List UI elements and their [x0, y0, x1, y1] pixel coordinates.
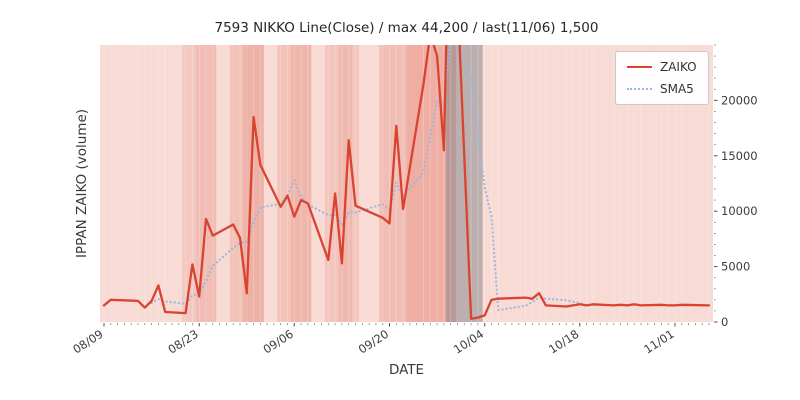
y-tick-label: 20000 [721, 93, 758, 107]
x-tick-label: 11/01 [641, 327, 676, 357]
y-tick-label: 0 [721, 315, 728, 329]
x-tick-label: 10/18 [546, 327, 581, 357]
y-tick-label: 10000 [721, 204, 758, 218]
shading-stripe [195, 45, 217, 322]
shading-stripe [290, 45, 312, 322]
y-tick-label: 15000 [721, 149, 758, 163]
sma5-line-swatch [627, 88, 652, 90]
x-tick-label: 09/20 [356, 327, 391, 357]
zaiko-line-swatch [627, 66, 652, 68]
x-tick-label: 09/06 [261, 327, 296, 357]
shading-stripe [277, 45, 312, 322]
zaiko-line [102, 45, 711, 320]
legend-label-sma5: SMA5 [660, 82, 694, 96]
x-axis-label: DATE [388, 362, 425, 378]
plot-area [100, 45, 713, 322]
legend-item-zaiko: ZAIKO [627, 60, 697, 74]
legend: ZAIKO SMA5 [615, 51, 709, 105]
x-tick-label: 08/09 [70, 327, 105, 357]
y-tick-label: 5000 [721, 260, 750, 274]
shading-stripe [182, 45, 217, 322]
legend-item-sma5: SMA5 [627, 82, 697, 96]
chart-title: 7593 NIKKO Line(Close) / max 44,200 / la… [214, 20, 599, 36]
legend-label-zaiko: ZAIKO [660, 60, 697, 74]
x-tick-label: 10/04 [451, 327, 486, 357]
gray-band [445, 45, 483, 322]
y-axis-label: IPPAN ZAIKO (volume) [74, 108, 90, 259]
x-tick-label: 08/23 [165, 327, 200, 357]
